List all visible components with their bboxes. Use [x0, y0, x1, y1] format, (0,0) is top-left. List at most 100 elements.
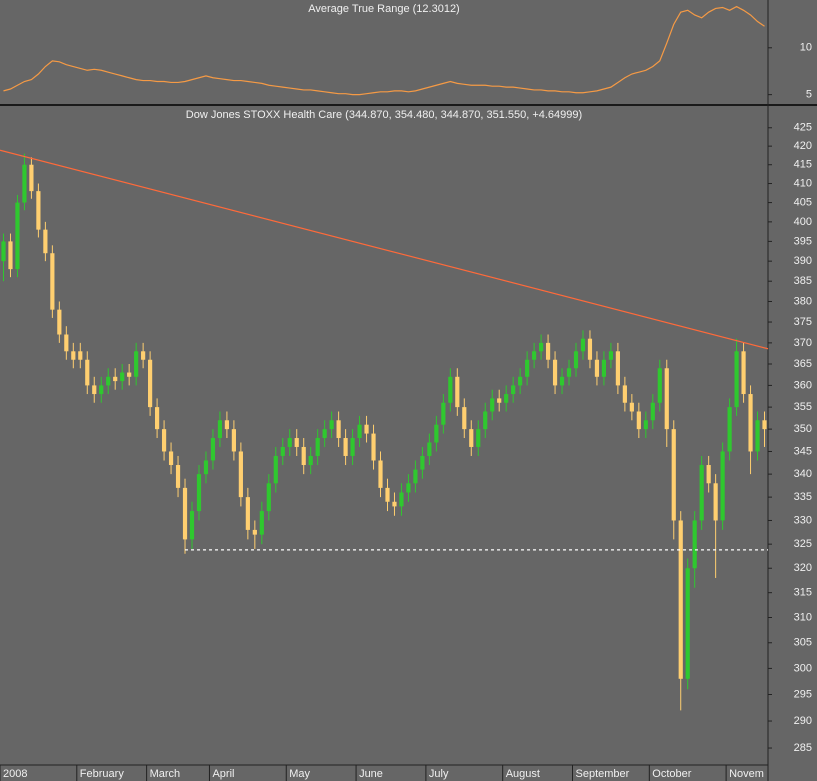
candle-body [727, 407, 732, 452]
y-tick-label: 285 [794, 742, 812, 754]
candle-body [643, 420, 648, 430]
y-tick-label: 370 [794, 337, 812, 349]
candle-body [629, 402, 634, 412]
x-tick-label: February [80, 768, 125, 780]
candle-body [64, 334, 69, 352]
candle-body [357, 424, 362, 439]
y-tick-label: 340 [794, 468, 812, 480]
candle-body [57, 309, 62, 335]
candle-body [566, 368, 572, 377]
candle-body [636, 411, 641, 430]
price-title: Dow Jones STOXX Health Care (344.870, 35… [186, 109, 582, 121]
atr-line [3, 5, 765, 96]
x-tick-label: August [506, 768, 540, 780]
candle-body [203, 460, 209, 475]
candle-body [315, 438, 320, 456]
y-tick-label: 310 [794, 611, 812, 623]
x-tick-label: July [429, 768, 449, 780]
candle-body [587, 338, 593, 360]
y-tick-label: 425 [794, 122, 812, 134]
candle-body [280, 446, 285, 456]
x-tick-label: June [359, 768, 383, 780]
candle-body [685, 568, 690, 679]
candle-body [364, 424, 369, 434]
candle-body [92, 385, 97, 395]
y-tick-label: 410 [794, 177, 812, 189]
candle-body [231, 429, 236, 452]
candle-body [525, 359, 530, 377]
candle-body [545, 342, 551, 360]
y-tick-label: 320 [794, 562, 812, 574]
candle-body [336, 420, 341, 439]
y-tick-label: 395 [794, 235, 812, 247]
candle-body [141, 351, 146, 360]
y-tick-label: 350 [794, 423, 812, 435]
candle-body [532, 351, 537, 360]
candle-body [518, 376, 523, 386]
candle-body [615, 351, 620, 386]
atr-title: Average True Range (12.3012) [308, 3, 459, 15]
candle-body [161, 429, 167, 452]
candle-body [29, 164, 34, 192]
x-tick-label: Novem [729, 768, 764, 780]
candle-body [175, 465, 181, 488]
candle-body [252, 529, 257, 535]
candle-body [294, 438, 299, 447]
candle-body [322, 429, 327, 439]
candle-body [594, 359, 600, 377]
candle-body [392, 501, 397, 507]
candle-body [706, 465, 711, 484]
candle-body [399, 492, 404, 507]
candle-body [678, 520, 683, 679]
candle-body [378, 460, 383, 488]
candle-body [154, 407, 160, 430]
candle-body [601, 359, 607, 377]
candle-body [497, 398, 502, 403]
y-tick-label: 400 [794, 216, 812, 228]
candle-body [78, 351, 83, 360]
y-tick-label: 5 [806, 89, 812, 101]
x-tick-label: March [150, 768, 181, 780]
y-tick-label: 375 [794, 316, 812, 328]
candle-body [434, 424, 439, 443]
candle-body [50, 253, 55, 310]
candle-body [441, 402, 446, 425]
candle-body [343, 438, 348, 456]
candle-body [608, 351, 614, 360]
candle-body [448, 376, 453, 403]
candle-body [1, 241, 6, 262]
candle-body [22, 164, 27, 203]
candle-body [238, 451, 243, 498]
candle-body [120, 372, 125, 382]
y-tick-label: 345 [794, 445, 812, 457]
candle-body [8, 241, 13, 270]
candle-body [266, 483, 271, 512]
candle-body [308, 455, 313, 466]
candle-body [713, 483, 718, 521]
candle-body [538, 342, 544, 352]
candle-body [734, 351, 739, 408]
candle-body [259, 511, 264, 535]
candle-body [504, 394, 509, 403]
candle-body [664, 368, 669, 430]
y-tick-label: 355 [794, 401, 812, 413]
candle-body [455, 376, 460, 408]
candle-body [134, 351, 139, 377]
y-tick-label: 365 [794, 358, 812, 370]
y-tick-label: 330 [794, 514, 812, 526]
x-tick-label: April [212, 768, 234, 780]
candle-body [168, 451, 174, 466]
candle-body [85, 359, 90, 386]
candle-body [699, 465, 704, 521]
candle-body [210, 438, 216, 461]
candle-body [106, 376, 111, 386]
candle-body [245, 497, 250, 530]
candle-body [127, 372, 132, 377]
x-tick-label: May [289, 768, 310, 780]
y-tick-label: 325 [794, 538, 812, 550]
candle-body [287, 438, 292, 447]
candle-body [273, 455, 278, 484]
x-tick-label: September [576, 768, 630, 780]
y-tick-label: 10 [800, 42, 812, 54]
